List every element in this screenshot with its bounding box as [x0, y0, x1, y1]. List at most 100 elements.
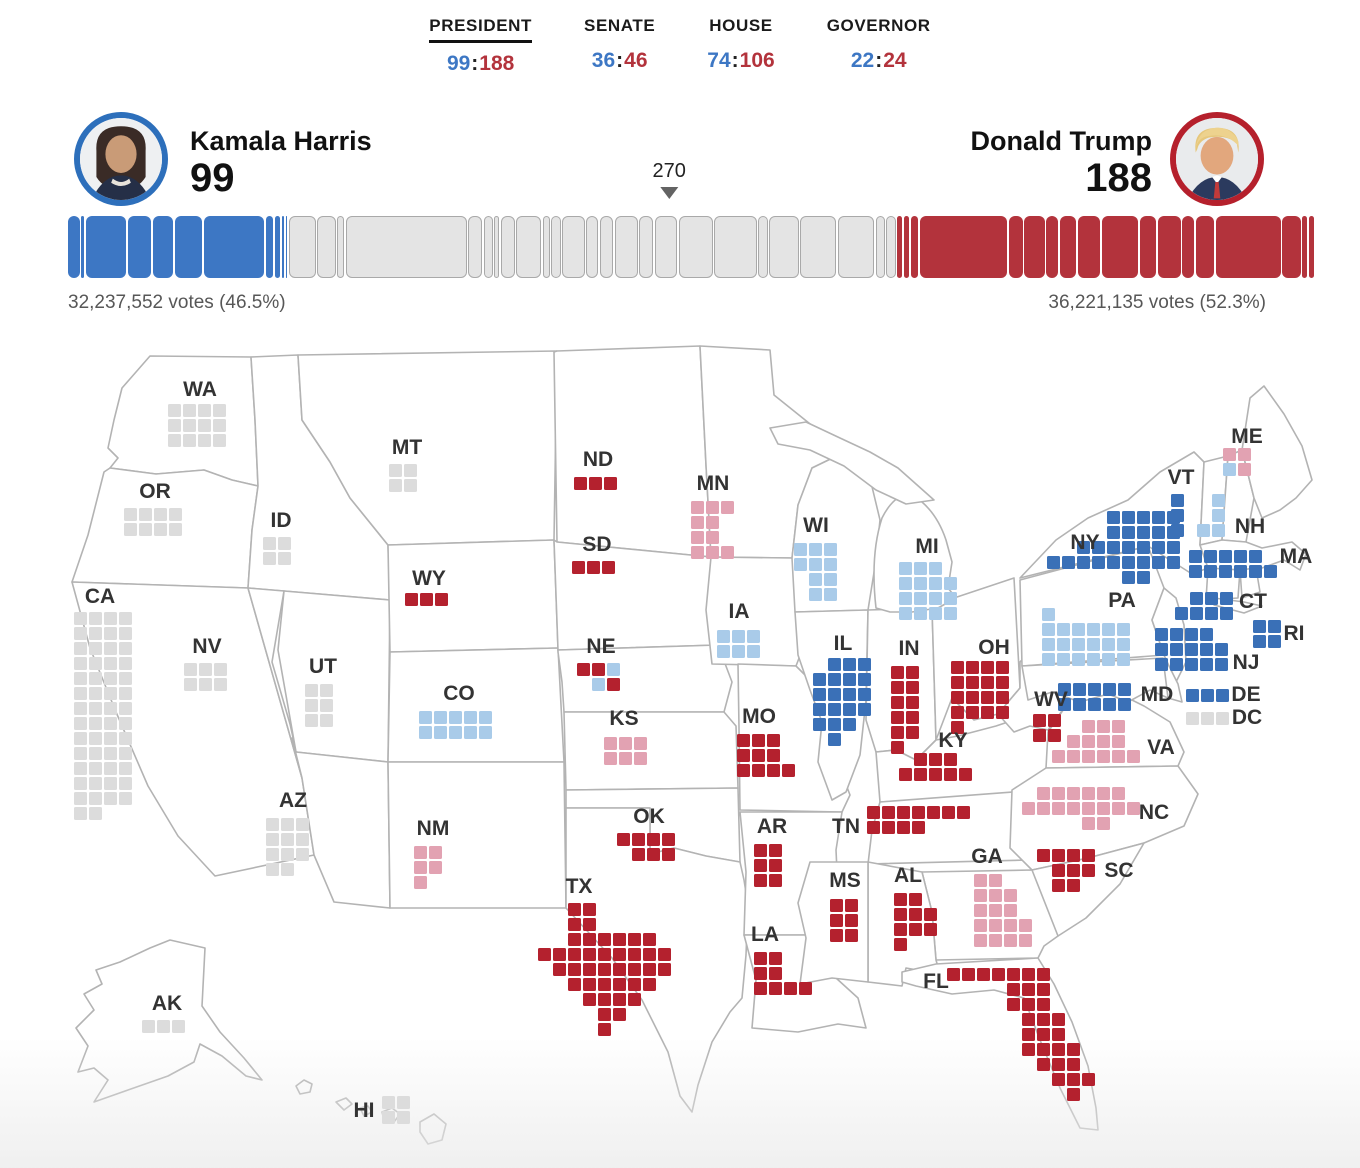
ev-square-AL[interactable] [894, 908, 907, 921]
ev-square-AL[interactable] [894, 923, 907, 936]
ev-square-NJ[interactable] [1155, 628, 1168, 641]
ev-square-NE[interactable] [592, 678, 605, 691]
ev-square-NM[interactable] [414, 846, 427, 859]
ev-square-ME[interactable] [1238, 448, 1251, 461]
ev-square-FL[interactable] [1037, 1028, 1050, 1041]
ev-square-OK[interactable] [647, 833, 660, 846]
bar-segment-und[interactable] [562, 216, 585, 278]
ev-square-IN[interactable] [906, 696, 919, 709]
ev-square-WV[interactable] [1033, 729, 1046, 742]
state-HI-outline[interactable] [295, 1079, 313, 1095]
bar-segment-rep[interactable] [919, 216, 1008, 278]
bar-segment-dem[interactable] [85, 216, 127, 278]
ev-square-GA[interactable] [989, 934, 1002, 947]
ev-square-NY[interactable] [1122, 526, 1135, 539]
ev-square-CA[interactable] [104, 672, 117, 685]
ev-square-NJ[interactable] [1170, 628, 1183, 641]
ev-square-HI[interactable] [382, 1096, 395, 1109]
ev-square-CA[interactable] [74, 807, 87, 820]
ev-square-NM[interactable] [414, 876, 427, 889]
ev-square-FL[interactable] [1037, 1013, 1050, 1026]
state-TX-outline[interactable] [565, 807, 749, 1113]
ev-square-AZ[interactable] [281, 848, 294, 861]
ev-square-NJ[interactable] [1185, 658, 1198, 671]
ev-square-TX[interactable] [583, 918, 596, 931]
bar-segment-und[interactable] [769, 216, 799, 278]
ev-square-DC[interactable] [1216, 712, 1229, 725]
ev-square-NV[interactable] [214, 678, 227, 691]
ev-square-LA[interactable] [769, 967, 782, 980]
ev-square-IL[interactable] [843, 688, 856, 701]
ev-square-IL[interactable] [858, 673, 871, 686]
ev-square-MA[interactable] [1234, 565, 1247, 578]
ev-square-TX[interactable] [643, 978, 656, 991]
ev-square-NY[interactable] [1122, 511, 1135, 524]
ev-square-CA[interactable] [104, 717, 117, 730]
ev-square-WV[interactable] [1033, 714, 1046, 727]
ev-square-NY[interactable] [1137, 571, 1150, 584]
ev-square-MN[interactable] [706, 546, 719, 559]
ev-square-GA[interactable] [989, 919, 1002, 932]
ev-square-MI[interactable] [914, 577, 927, 590]
ev-square-NC[interactable] [1097, 817, 1110, 830]
bar-segment-rep[interactable] [1282, 216, 1301, 278]
ev-square-KY[interactable] [944, 768, 957, 781]
ev-square-CA[interactable] [104, 612, 117, 625]
ev-square-GA[interactable] [1004, 889, 1017, 902]
ev-square-KS[interactable] [619, 752, 632, 765]
ev-square-IL[interactable] [813, 718, 826, 731]
ev-square-UT[interactable] [305, 684, 318, 697]
ev-square-ND[interactable] [604, 477, 617, 490]
ev-square-CA[interactable] [89, 717, 102, 730]
ev-square-FL[interactable] [1022, 1043, 1035, 1056]
state-ME-outline[interactable] [1241, 385, 1313, 519]
ev-square-NC[interactable] [1052, 787, 1065, 800]
ev-square-VA[interactable] [1112, 750, 1125, 763]
ev-square-OR[interactable] [169, 508, 182, 521]
ev-square-OR[interactable] [139, 523, 152, 536]
ev-square-TX[interactable] [568, 948, 581, 961]
bar-segment-und[interactable] [500, 216, 515, 278]
ev-square-OR[interactable] [154, 508, 167, 521]
ev-square-ID[interactable] [278, 537, 291, 550]
ev-square-AZ[interactable] [296, 818, 309, 831]
ev-square-NJ[interactable] [1170, 643, 1183, 656]
ev-square-ME[interactable] [1223, 463, 1236, 476]
ev-square-TN[interactable] [882, 821, 895, 834]
ev-square-TN[interactable] [912, 806, 925, 819]
ev-square-WY[interactable] [420, 593, 433, 606]
ev-square-MA[interactable] [1219, 550, 1232, 563]
ev-square-FL[interactable] [1022, 1013, 1035, 1026]
ev-square-CA[interactable] [104, 627, 117, 640]
tab-label[interactable]: PRESIDENT [429, 16, 532, 43]
ev-square-TX[interactable] [628, 978, 641, 991]
ev-square-MI[interactable] [929, 562, 942, 575]
bar-segment-rep[interactable] [1195, 216, 1214, 278]
ev-square-TN[interactable] [867, 821, 880, 834]
ev-square-TX[interactable] [583, 903, 596, 916]
ev-square-CA[interactable] [74, 717, 87, 730]
ev-square-TN[interactable] [942, 806, 955, 819]
ev-square-OK[interactable] [632, 833, 645, 846]
ev-square-WA[interactable] [168, 419, 181, 432]
ev-square-ID[interactable] [263, 537, 276, 550]
ev-square-FL[interactable] [1067, 1073, 1080, 1086]
ev-square-NJ[interactable] [1215, 643, 1228, 656]
ev-square-NC[interactable] [1037, 787, 1050, 800]
ev-square-OH[interactable] [951, 706, 964, 719]
bar-segment-rep[interactable] [1059, 216, 1076, 278]
ev-square-GA[interactable] [1004, 919, 1017, 932]
bar-segment-rep[interactable] [1077, 216, 1101, 278]
ev-square-NY[interactable] [1152, 526, 1165, 539]
ev-square-OH[interactable] [996, 676, 1009, 689]
ev-square-TN[interactable] [912, 821, 925, 834]
ev-square-NV[interactable] [214, 663, 227, 676]
ev-square-FL[interactable] [1052, 1043, 1065, 1056]
state-HI-outline[interactable] [419, 1113, 447, 1145]
ev-square-CO[interactable] [419, 711, 432, 724]
ev-square-WA[interactable] [213, 419, 226, 432]
ev-square-IN[interactable] [891, 741, 904, 754]
ev-square-HI[interactable] [397, 1096, 410, 1109]
ev-square-PA[interactable] [1042, 653, 1055, 666]
ev-square-SC[interactable] [1052, 879, 1065, 892]
